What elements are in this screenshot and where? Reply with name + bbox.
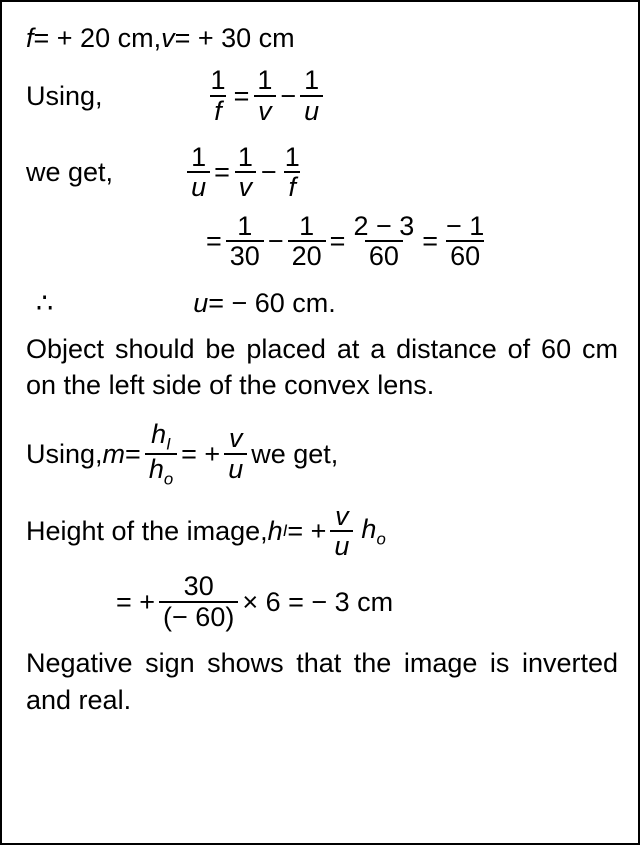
var-h: h: [268, 513, 283, 549]
weget-label: we get,: [26, 154, 113, 190]
numerator: 1: [207, 66, 230, 94]
fraction: v u: [330, 502, 353, 561]
denominator: 20: [288, 240, 326, 270]
numerator: 1: [281, 143, 304, 171]
fraction: hI ho: [145, 420, 177, 488]
var-f: f: [26, 20, 34, 56]
equals-plus: = +: [181, 436, 220, 472]
equals: =: [234, 78, 250, 114]
using-label: Using,: [26, 78, 103, 114]
denominator: f: [210, 95, 226, 125]
fraction: 1 v: [253, 66, 276, 125]
ho-term: ho: [361, 511, 385, 551]
denominator: u: [330, 530, 353, 560]
equals: =: [330, 223, 346, 259]
height-calc-row: = + 30 (− 60) × 6 = − 3 cm: [26, 572, 618, 631]
numerator: 1: [300, 66, 323, 94]
fraction: v u: [224, 424, 247, 483]
denominator: f: [284, 171, 300, 201]
denominator: u: [300, 95, 323, 125]
numerator: hI: [147, 420, 175, 453]
denominator: 60: [365, 240, 403, 270]
denominator: ho: [145, 453, 177, 488]
magnification-row: Using, m = hI ho = + v u we get,: [26, 420, 618, 488]
rearranged-row: we get, 1 u = 1 v − 1 f: [26, 143, 618, 202]
explanation-2: Negative sign shows that the image is in…: [26, 645, 618, 718]
fraction: 1 u: [300, 66, 323, 125]
fraction: 1 f: [281, 143, 304, 202]
given-values: f = + 20 cm, v = + 30 cm: [26, 20, 618, 56]
lens-formula-row: Using, 1 f = 1 v − 1 u: [26, 66, 618, 125]
denominator: 60: [446, 240, 484, 270]
equals: =: [422, 223, 438, 259]
subscript-o: o: [376, 529, 385, 548]
rearranged-formula: 1 u = 1 v − 1 f: [183, 143, 308, 202]
var-h: h: [361, 514, 376, 544]
calculation-row: = 1 30 − 1 20 = 2 − 3 60 = − 1 60: [26, 212, 618, 271]
times-result: × 6 = − 3 cm: [242, 584, 393, 620]
equals: =: [206, 223, 222, 259]
numerator: 1: [234, 143, 257, 171]
using-label: Using,: [26, 436, 103, 472]
weget-label: we get,: [251, 436, 338, 472]
explanation-1: Object should be placed at a distance of…: [26, 331, 618, 404]
lens-formula: 1 f = 1 v − 1 u: [203, 66, 328, 125]
denominator: v: [235, 171, 257, 201]
fraction: − 1 60: [442, 212, 488, 271]
denominator: u: [187, 171, 210, 201]
fraction: 1 20: [288, 212, 326, 271]
height-label: Height of the image,: [26, 513, 268, 549]
calculation: = 1 30 − 1 20 = 2 − 3 60 = − 1 60: [206, 212, 492, 271]
var-u: u: [193, 285, 208, 321]
denominator: u: [224, 453, 247, 483]
numerator: v: [225, 424, 247, 452]
equals: =: [214, 154, 230, 190]
therefore-symbol: ∴: [36, 285, 53, 321]
fraction: 30 (− 60): [159, 572, 238, 631]
height-formula-row: Height of the image, hI = + v u ho: [26, 502, 618, 561]
numerator: 2 − 3: [349, 212, 418, 240]
minus: −: [280, 78, 296, 114]
var-h: h: [149, 454, 164, 484]
numerator: 1: [295, 212, 318, 240]
fraction: 1 u: [187, 143, 210, 202]
subscript-o: o: [164, 469, 173, 488]
numerator: 1: [253, 66, 276, 94]
equals-plus: = +: [116, 584, 155, 620]
text: = + 30 cm: [175, 20, 295, 56]
fraction: 2 − 3 60: [349, 212, 418, 271]
fraction: 1 f: [207, 66, 230, 125]
fraction: 1 v: [234, 143, 257, 202]
denominator: 30: [226, 240, 264, 270]
numerator: 1: [233, 212, 256, 240]
subscript-i: I: [166, 434, 171, 453]
result-u-row: ∴ u = − 60 cm.: [26, 285, 618, 321]
numerator: 30: [180, 572, 218, 600]
text: = + 20 cm,: [34, 20, 162, 56]
minus: −: [261, 154, 277, 190]
denominator: (− 60): [159, 601, 238, 631]
numerator: − 1: [442, 212, 488, 240]
var-v: v: [161, 20, 175, 56]
result-value: = − 60 cm.: [208, 285, 336, 321]
fraction: 1 30: [226, 212, 264, 271]
denominator: v: [254, 95, 276, 125]
var-h: h: [151, 419, 166, 449]
solution-page: f = + 20 cm, v = + 30 cm Using, 1 f = 1 …: [0, 0, 640, 845]
equals: =: [125, 436, 141, 472]
numerator: v: [331, 502, 353, 530]
equals-plus: = +: [287, 513, 326, 549]
minus: −: [268, 223, 284, 259]
var-m: m: [103, 436, 126, 472]
numerator: 1: [187, 143, 210, 171]
